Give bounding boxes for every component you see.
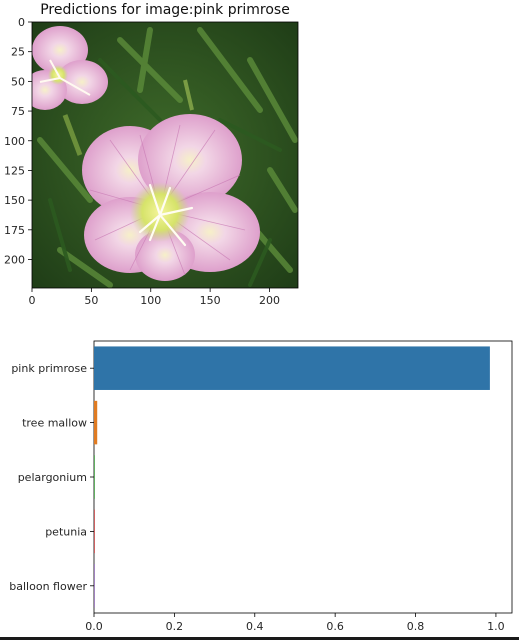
image-ytick: 200 [4, 254, 32, 267]
image-xtick-label: 150 [200, 294, 221, 307]
image-title: Predictions for image:pink primrose [40, 2, 290, 18]
category-tick: tree mallow [22, 417, 94, 430]
image-ytick-label: 50 [11, 75, 25, 88]
flower-photo [31, 21, 299, 289]
image-ytick: 25 [11, 46, 32, 59]
image-ytick: 150 [4, 194, 32, 207]
value-tick: 1.0 [487, 613, 505, 633]
image-ytick: 100 [4, 135, 32, 148]
value-tick-label: 0.8 [407, 620, 425, 633]
image-ytick: 50 [11, 75, 32, 88]
image-ytick-label: 150 [4, 194, 25, 207]
image-xtick: 0 [29, 288, 36, 307]
image-ytick: 125 [4, 164, 32, 177]
category-tick: pelargonium [18, 471, 94, 484]
category-tick: balloon flower [9, 580, 94, 593]
value-tick: 0.6 [326, 613, 344, 633]
value-tick-label: 0.4 [246, 620, 264, 633]
image-ytick-label: 75 [11, 105, 25, 118]
value-tick: 0.2 [166, 613, 184, 633]
value-tick: 0.8 [407, 613, 425, 633]
value-tick-label: 1.0 [487, 620, 505, 633]
image-xtick-label: 50 [84, 294, 98, 307]
category-labels: pink primrose tree mallow pelargonium petun… [9, 362, 94, 593]
value-axis-ticks: 0.0 0.2 0.4 0.6 0.8 1.0 [85, 613, 505, 633]
category-label: pink primrose [11, 362, 87, 375]
image-xtick-label: 100 [140, 294, 161, 307]
bar-balloon-flower [94, 564, 95, 608]
value-tick: 0.0 [85, 613, 103, 633]
value-tick-label: 0.2 [166, 620, 184, 633]
bars [94, 346, 490, 608]
image-xtick: 150 [200, 288, 221, 307]
bar-tree-mallow [94, 400, 98, 445]
category-label: petunia [45, 525, 87, 538]
image-ytick-label: 0 [18, 16, 25, 29]
bar-pelargonium [94, 455, 95, 499]
image-ytick: 175 [4, 224, 32, 237]
image-xtick-label: 200 [259, 294, 280, 307]
image-ytick: 0 [18, 16, 32, 29]
image-axis-ticks: 0 50 100 150 200 0 25 50 75 100 125 150 175 200 [4, 16, 280, 307]
bar-chart: pink primrose tree mallow pelargonium petun… [9, 340, 513, 633]
category-label: balloon flower [9, 580, 87, 593]
image-ytick-label: 175 [4, 224, 25, 237]
category-tick: petunia [45, 525, 94, 538]
category-tick: pink primrose [11, 362, 94, 375]
image-ytick-label: 125 [4, 164, 25, 177]
image-ytick-label: 200 [4, 254, 25, 267]
bar-petunia [94, 509, 95, 554]
image-xtick: 50 [84, 288, 98, 307]
image-ytick: 75 [11, 105, 32, 118]
value-tick-label: 0.0 [85, 620, 103, 633]
value-tick: 0.4 [246, 613, 264, 633]
category-label: pelargonium [18, 471, 87, 484]
image-xtick-label: 0 [29, 294, 36, 307]
bottom-border [0, 637, 519, 640]
image-ytick-label: 100 [4, 135, 25, 148]
image-xtick: 100 [140, 288, 161, 307]
image-xtick: 200 [259, 288, 280, 307]
image-ytick-label: 25 [11, 46, 25, 59]
category-label: tree mallow [22, 417, 87, 430]
bar-pink-primrose [94, 346, 490, 390]
value-tick-label: 0.6 [326, 620, 344, 633]
